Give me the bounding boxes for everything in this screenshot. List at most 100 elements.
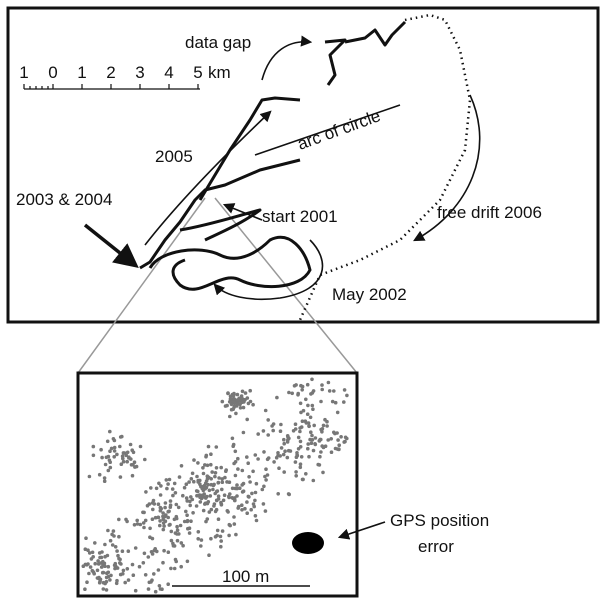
gps-fix [207,510,212,514]
gps-fix [217,476,221,480]
gps-fix [337,447,341,452]
gps-fix [109,573,113,578]
gps-fix [104,588,109,592]
gps-fix [285,440,290,444]
gps-fix [253,514,258,518]
gps-fix [228,394,233,399]
gps-fix [91,453,96,458]
gps-fix [97,580,102,585]
legend-text: GPS position [390,511,489,530]
scale-tick-label: 3 [135,63,144,82]
gps-fix [262,450,266,454]
gps-fix [156,515,161,520]
gps-fix [185,513,189,517]
gps-fix [90,568,95,573]
gps-fix [198,500,203,504]
gps-fix [147,580,152,585]
gps-fix [117,556,121,561]
gps-fix [207,553,211,557]
gps-fix [121,459,126,464]
gps-fix [213,474,217,479]
gps-fix [99,447,103,452]
gps-fix [264,467,268,472]
scale-unit: km [208,63,231,82]
gps-fix [308,415,313,420]
gps-fix [141,561,146,565]
gps-fix [87,551,92,555]
gps-fix [156,502,161,507]
gps-fix [219,539,223,543]
gps-fix [263,474,267,479]
gps-fix [309,392,313,396]
gps-fix [162,524,166,528]
gps-fix [96,562,101,566]
gps-fix [201,466,205,470]
gps-fix [247,495,251,499]
gps-fix [234,411,238,416]
scale-tick-label: 1 [77,63,86,82]
gps-fix [307,424,311,429]
gps-fix [199,544,203,548]
drift-track [139,20,407,291]
gps-fix [159,484,163,488]
free-drift-track [298,13,472,321]
gps-fix [254,518,259,523]
gps-fix [316,462,321,467]
gps-fix [150,536,155,541]
gps-fix [182,485,187,490]
gps-fix [248,388,252,393]
gps-fix [131,573,136,577]
gps-fix [219,502,224,506]
gps-fix [129,463,134,467]
gps-fix [108,578,112,582]
gps-fix [307,454,311,459]
gps-fix [327,389,332,393]
gps-fix [130,473,135,478]
gps-fix [81,564,86,568]
gps-fix [220,399,225,404]
gps-fix [192,479,196,484]
gps-fix [333,400,338,405]
gps-dots [81,377,349,594]
gps-fix [184,509,188,514]
gps-fix [279,446,284,450]
gps-fix [339,435,343,439]
gps-fix [118,475,123,479]
gps-fix [91,555,95,559]
gps-fix [320,383,324,387]
gps-fix [133,588,138,593]
gps-fix [240,483,244,487]
gps-fix [120,434,124,439]
gps-fix [226,391,230,396]
gps-fix [108,538,113,543]
gps-fix [112,449,117,453]
gps-fix [243,398,247,402]
gps-fix [199,484,203,489]
gps-fix [93,541,97,545]
gps-fix [241,489,246,494]
gps-fix [117,517,121,522]
gps-fix [306,403,310,408]
gps-fix [249,507,253,512]
gps-fix [211,483,216,488]
gps-fix [262,484,266,489]
gps-fix [266,418,271,422]
gps-fix [240,508,244,512]
gps-fix [158,505,163,510]
gps-fix [166,482,170,486]
gps-fix [168,499,173,503]
gps-fix [178,523,183,528]
gps-fix [285,455,290,460]
gps-fix [293,460,298,464]
gps-fix [211,487,215,492]
gps-fix [138,444,143,449]
gps-fix [167,477,172,482]
gps-fix [87,474,92,479]
gps-fix [292,384,297,388]
gps-fix [206,444,211,449]
gps-fix [103,542,107,547]
gps-fix [306,446,310,451]
gps-fix [189,495,193,499]
gps-fix [128,442,133,447]
gps-fix [158,508,163,513]
